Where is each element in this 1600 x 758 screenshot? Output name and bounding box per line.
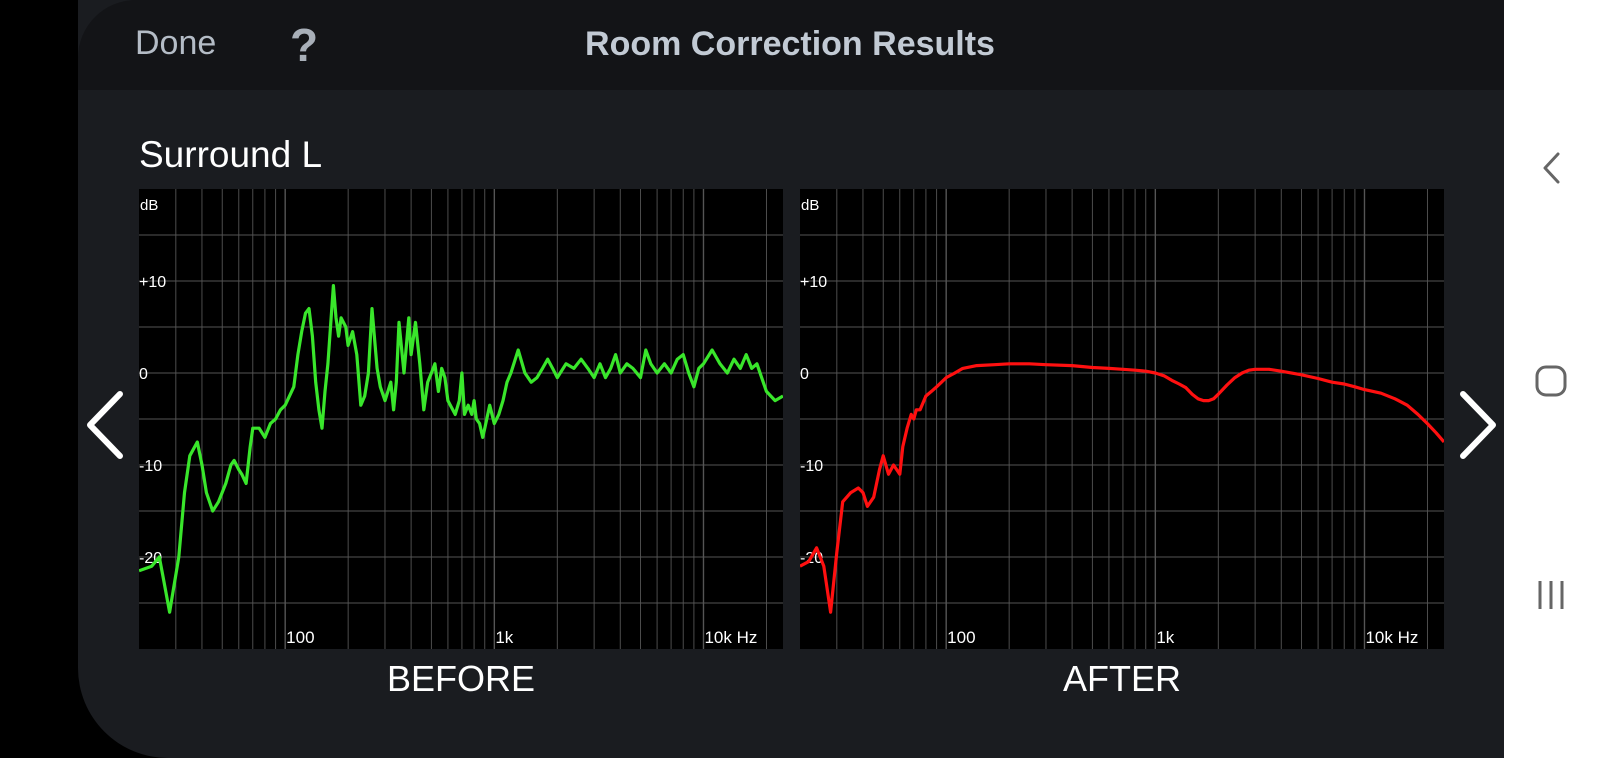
chevron-right-icon xyxy=(1460,391,1496,459)
before-caption: BEFORE xyxy=(386,658,536,699)
before-response-line xyxy=(139,284,783,614)
after-caption: AFTER xyxy=(1062,658,1181,699)
before-chart: dB +10 0 -10 -20 100 1k 10k Hz xyxy=(139,189,783,649)
y-tick-label: -10 xyxy=(800,458,823,475)
chart-grid xyxy=(139,189,783,649)
header-bar xyxy=(78,0,1504,90)
x-tick-label: 100 xyxy=(947,628,975,647)
x-tick-label: 1k xyxy=(495,628,513,647)
back-icon xyxy=(1543,152,1560,184)
x-tick-label: 10k Hz xyxy=(1365,628,1418,647)
chevron-left-icon xyxy=(87,391,123,459)
page-title: Room Correction Results xyxy=(585,25,995,63)
x-tick-label: 10k Hz xyxy=(704,628,757,647)
y-tick-label: 0 xyxy=(800,366,809,383)
y-tick-label: +10 xyxy=(800,274,827,291)
home-icon xyxy=(1535,365,1567,397)
y-axis-label: dB xyxy=(801,197,819,214)
chart-grid xyxy=(800,189,1444,649)
system-back-button[interactable] xyxy=(1540,150,1564,191)
y-tick-label: +10 xyxy=(139,274,166,291)
y-axis-label: dB xyxy=(140,197,158,214)
system-home-button[interactable] xyxy=(1534,364,1568,403)
help-button[interactable]: ? xyxy=(290,19,319,71)
previous-channel-button[interactable] xyxy=(84,390,128,465)
after-response-line xyxy=(800,362,1444,614)
done-button[interactable]: Done xyxy=(135,24,217,62)
recents-icon xyxy=(1538,581,1564,609)
x-tick-label: 100 xyxy=(286,628,314,647)
channel-name: Surround L xyxy=(139,134,323,175)
system-recents-button[interactable] xyxy=(1536,578,1566,617)
x-tick-label: 1k xyxy=(1156,628,1174,647)
system-navigation-bar xyxy=(1504,0,1600,758)
y-tick-label: -10 xyxy=(139,458,162,475)
after-chart: dB +10 0 -10 -20 100 1k 10k Hz xyxy=(800,189,1444,649)
y-tick-label: 0 xyxy=(139,366,148,383)
next-channel-button[interactable] xyxy=(1455,390,1499,465)
